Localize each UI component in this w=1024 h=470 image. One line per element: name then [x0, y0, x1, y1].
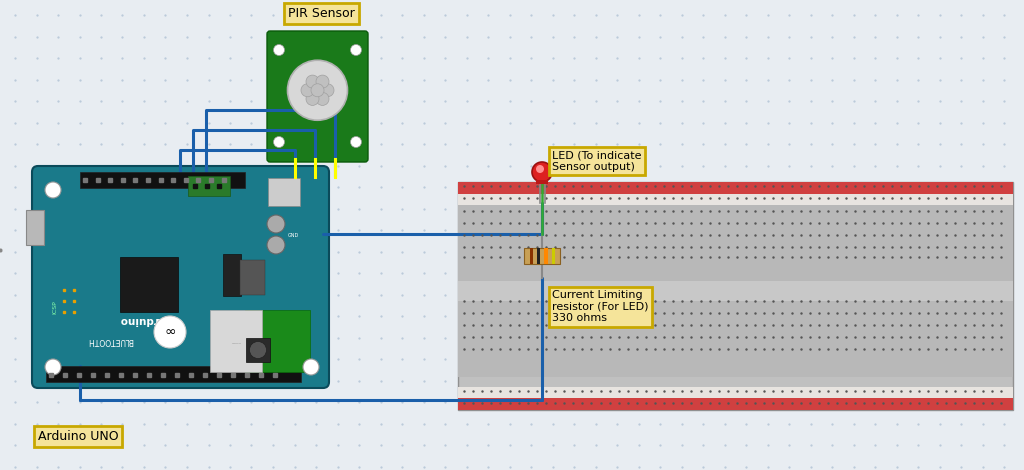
Bar: [458, 387, 1013, 399]
Bar: [458, 281, 1013, 300]
Circle shape: [273, 45, 285, 55]
Bar: [240, 260, 265, 295]
Bar: [538, 248, 541, 264]
Bar: [188, 176, 230, 196]
Bar: [458, 182, 1013, 410]
Circle shape: [311, 84, 324, 97]
Bar: [246, 338, 270, 362]
Bar: [80, 172, 245, 188]
Circle shape: [303, 359, 319, 375]
Text: Current Limiting
resistor (For LED)
330 ohms: Current Limiting resistor (For LED) 330 …: [552, 290, 648, 323]
Bar: [545, 248, 548, 264]
Bar: [120, 257, 178, 312]
Bar: [210, 310, 262, 372]
Circle shape: [321, 84, 334, 97]
Circle shape: [316, 93, 329, 105]
Bar: [458, 300, 1013, 376]
Bar: [458, 194, 1013, 204]
Circle shape: [350, 45, 361, 55]
Circle shape: [350, 136, 361, 148]
Circle shape: [288, 60, 347, 120]
Text: ∞: ∞: [164, 325, 176, 339]
Bar: [245, 310, 310, 372]
Text: Arduino: Arduino: [120, 315, 166, 325]
Circle shape: [306, 75, 319, 88]
Circle shape: [154, 316, 186, 348]
Circle shape: [301, 84, 314, 97]
Bar: [524, 248, 560, 264]
FancyBboxPatch shape: [267, 31, 368, 162]
Text: ____: ____: [231, 339, 241, 344]
Bar: [536, 180, 548, 184]
Circle shape: [250, 342, 266, 359]
FancyBboxPatch shape: [32, 166, 329, 388]
Circle shape: [273, 136, 285, 148]
Circle shape: [532, 162, 552, 182]
Bar: [458, 182, 1013, 194]
Text: ICSP: ICSP: [52, 300, 57, 314]
Bar: [26, 210, 44, 245]
Bar: [552, 248, 555, 264]
Circle shape: [267, 236, 285, 254]
Text: PIR Sensor: PIR Sensor: [288, 7, 354, 20]
Circle shape: [45, 182, 61, 198]
Bar: [530, 248, 534, 264]
Bar: [458, 204, 1013, 376]
Text: LED (To indicate
Sensor output): LED (To indicate Sensor output): [552, 150, 641, 172]
Text: BLUETOOTH: BLUETOOTH: [87, 336, 133, 345]
Bar: [268, 178, 300, 206]
Circle shape: [45, 359, 61, 375]
Bar: [458, 399, 1013, 410]
Circle shape: [316, 75, 329, 88]
Text: Arduino UNO: Arduino UNO: [38, 430, 119, 443]
Text: GND: GND: [288, 233, 299, 237]
Bar: [46, 366, 301, 382]
Circle shape: [536, 165, 544, 173]
Bar: [223, 254, 241, 296]
Circle shape: [306, 93, 319, 105]
Circle shape: [267, 215, 285, 233]
